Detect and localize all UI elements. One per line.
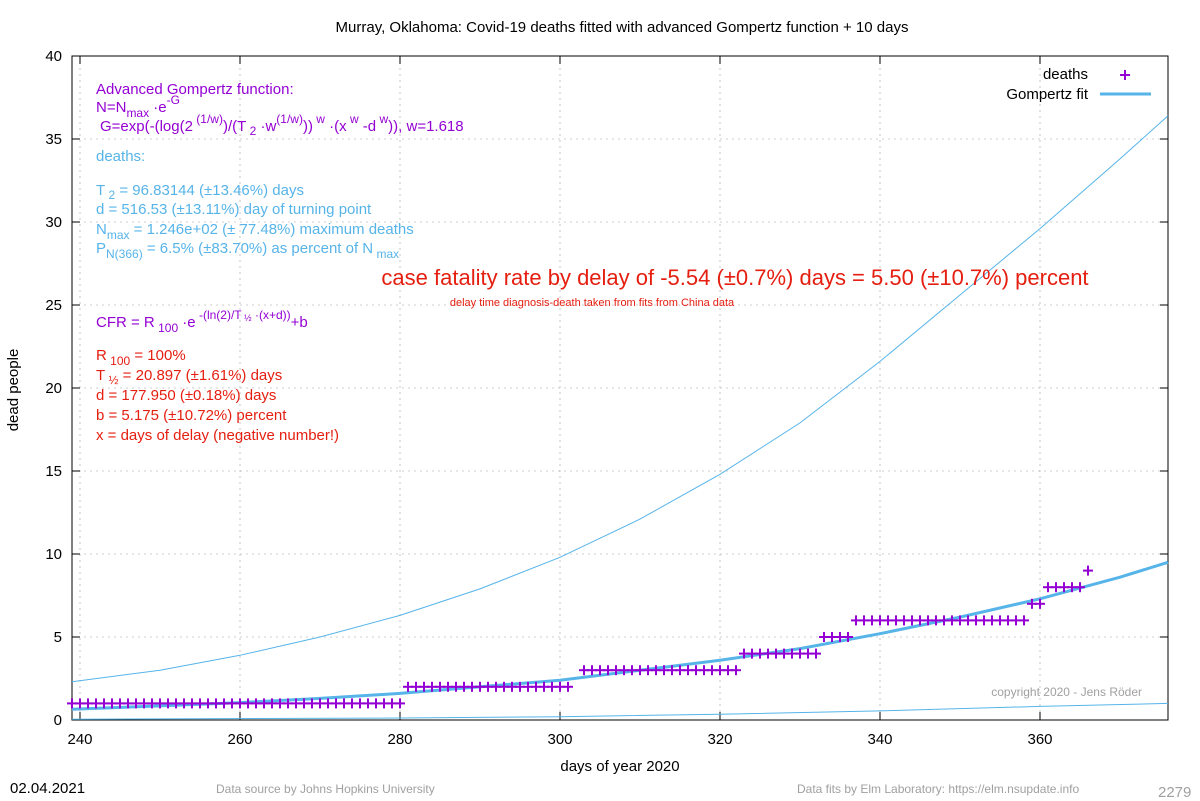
x-axis-label: days of year 2020 (560, 758, 679, 775)
legend-label-deaths: deaths (1043, 66, 1088, 83)
footer-date: 02.04.2021 (10, 780, 86, 797)
y-tick-label: 20 (45, 380, 62, 397)
x-tick-label: 280 (387, 731, 412, 748)
cfr-headline: case fatality rate by delay of -5.54 (±0… (381, 265, 1088, 290)
gompertz-bound-line (71, 115, 1169, 683)
y-tick-label: 15 (45, 463, 62, 480)
death-point (1075, 582, 1085, 593)
death-point (811, 648, 821, 659)
fit-nmax: Nmax = 1.246e+02 (± 77.48%) maximum deat… (96, 221, 414, 242)
y-tick-label: 30 (45, 214, 62, 231)
cfr-subline: delay time diagnosis-death taken from fi… (450, 297, 735, 309)
death-point (1019, 615, 1029, 626)
cfr-formula: CFR = R 100 ·e -(ln(2)/T ½ ·(x+d))+b (96, 308, 308, 335)
cfr-x: x = days of delay (negative number!) (96, 427, 339, 444)
footer-id: 2279 (1158, 784, 1192, 801)
y-tick-label: 35 (45, 131, 62, 148)
x-tick-label: 340 (867, 731, 892, 748)
fit-annotation: deaths: T 2 = 96.83144 (±13.46%) days d … (96, 148, 414, 261)
chart-title: Murray, Oklahoma: Covid-19 deaths fitted… (336, 19, 909, 36)
cfr-r100: R 100 = 100% (96, 347, 186, 368)
cfr-annotation: R 100 = 100% T ½ = 20.897 (±1.61%) days … (96, 347, 339, 444)
y-tick-label: 0 (54, 712, 62, 729)
gompertz-bound-line (71, 702, 1169, 720)
fit-d: d = 516.53 (±13.11%) day of turning poin… (96, 201, 372, 218)
y-tick-label: 10 (45, 546, 62, 563)
cfr-thalf: T ½ = 20.897 (±1.61%) days (96, 367, 282, 387)
x-tick-label: 260 (227, 731, 252, 748)
death-point (1083, 565, 1093, 576)
y-tick-label: 25 (45, 297, 62, 314)
legend-marker-deaths (1120, 70, 1130, 80)
death-point (1035, 598, 1045, 609)
copyright: copyright 2020 - Jens Röder (991, 685, 1142, 699)
cfr-d: d = 177.950 (±0.18%) days (96, 387, 276, 404)
y-axis-label: dead people (5, 349, 22, 432)
x-tick-label: 300 (547, 731, 572, 748)
death-point (395, 698, 405, 709)
gompertz-heading: Advanced Gompertz function: (96, 81, 294, 98)
legend-label-gompertz-fit: Gompertz fit (1006, 86, 1089, 103)
y-tick-label: 5 (54, 629, 62, 646)
grid (72, 56, 1168, 720)
y-tick-label: 40 (45, 48, 62, 65)
legend: deaths Gompertz fit (1006, 66, 1151, 103)
death-point (563, 681, 573, 692)
x-tick-label: 240 (67, 731, 92, 748)
fit-t2: T 2 = 96.83144 (±13.46%) days (96, 182, 304, 202)
fit-pn: PN(366) = 6.5% (±83.70%) as percent of N… (96, 240, 399, 261)
gompertz-annotation: Advanced Gompertz function: N=Nmax ·e-G … (96, 81, 464, 138)
footer-source: Data source by Johns Hopkins University (216, 782, 435, 796)
deaths-heading: deaths: (96, 148, 145, 165)
cfr-b: b = 5.175 (±10.72%) percent (96, 407, 287, 424)
x-tick-label: 320 (707, 731, 732, 748)
death-point (731, 665, 741, 676)
death-point (843, 632, 853, 642)
x-tick-label: 360 (1027, 731, 1052, 748)
footer-fits: Data fits by Elm Laboratory: https://elm… (797, 782, 1080, 796)
death-points (67, 565, 1093, 709)
axis-ticks: 240 260 280 300 320 340 360 0 5 10 15 20 25 30 35 40 (45, 48, 1168, 748)
